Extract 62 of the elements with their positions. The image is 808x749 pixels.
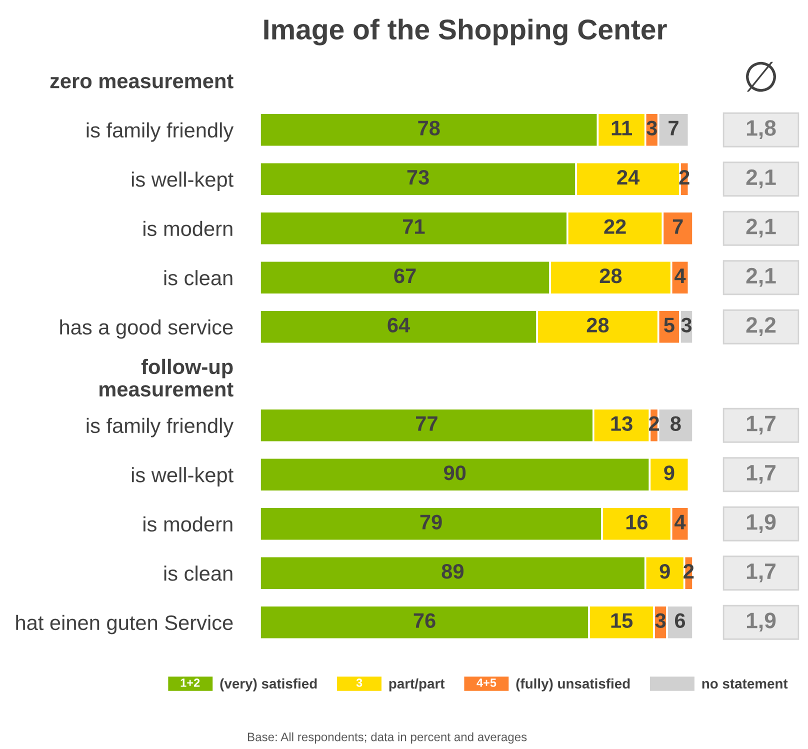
text: 4+5 bbox=[476, 678, 496, 687]
data-label: 9 bbox=[660, 564, 670, 579]
data-label: 9 bbox=[664, 465, 674, 480]
y-tick-label: is modern bbox=[144, 220, 232, 236]
text: ∅ bbox=[746, 62, 776, 92]
legend-label: no statement bbox=[702, 679, 788, 689]
y-tick-label: hat einen guten Service bbox=[16, 614, 233, 634]
text: 1,8 bbox=[746, 120, 776, 140]
data-label: 13 bbox=[611, 416, 632, 431]
text: 2,1 bbox=[746, 218, 776, 238]
data-label: 28 bbox=[600, 268, 622, 284]
legend-label: (fully) unsatisfied bbox=[516, 678, 630, 692]
data-label: 3 bbox=[646, 120, 657, 136]
y-tick-label: is modern bbox=[144, 516, 232, 532]
text: 1,7 bbox=[746, 416, 776, 435]
text: Base: All respondents; data in percent and averages bbox=[248, 732, 527, 744]
data-label: 6 bbox=[674, 613, 686, 628]
data-label: 15 bbox=[611, 613, 633, 628]
text: 1,7 bbox=[746, 564, 776, 582]
y-tick-label: is family friendly bbox=[86, 418, 234, 438]
legend-label: part/part bbox=[389, 678, 445, 692]
y-tick-label: is well-kept bbox=[132, 172, 234, 191]
text: 1,9 bbox=[746, 612, 776, 632]
text: 2,1 bbox=[746, 169, 776, 188]
y-tick-label: has a good service bbox=[60, 319, 233, 339]
data-label: 78 bbox=[418, 120, 440, 136]
text: 2,1 bbox=[746, 268, 776, 287]
data-label: 76 bbox=[414, 613, 436, 628]
chart-title: Image of the Shopping Center bbox=[264, 18, 667, 46]
y-tick-label: is clean bbox=[164, 566, 232, 581]
data-label: 90 bbox=[444, 465, 466, 480]
y-tick-label: zero measurement bbox=[50, 74, 234, 88]
data-label: 64 bbox=[388, 318, 410, 332]
data-label: 73 bbox=[407, 170, 429, 185]
legend-label: (very) satisfied bbox=[220, 678, 317, 692]
data-label: 89 bbox=[442, 564, 464, 579]
data-label: 7 bbox=[672, 219, 683, 234]
data-label: 24 bbox=[617, 170, 640, 185]
text: 2,2 bbox=[746, 317, 776, 336]
data-label: 71 bbox=[403, 219, 425, 234]
data-label: 79 bbox=[420, 514, 442, 530]
y-tick-label: is well-kept bbox=[132, 467, 234, 486]
data-label: 11 bbox=[612, 120, 632, 136]
text: 1,7 bbox=[746, 465, 776, 484]
data-label: 77 bbox=[416, 416, 438, 431]
text: 1,9 bbox=[746, 514, 776, 534]
data-label: 4 bbox=[674, 268, 686, 284]
data-label: 3 bbox=[655, 613, 666, 628]
data-label: 16 bbox=[626, 514, 648, 530]
data-label: 22 bbox=[604, 219, 626, 234]
data-label: 5 bbox=[664, 318, 674, 332]
data-label: 8 bbox=[670, 416, 681, 431]
data-label: 67 bbox=[394, 268, 416, 284]
text: 3 bbox=[356, 678, 362, 687]
y-tick-label: is clean bbox=[164, 270, 232, 286]
data-label: 3 bbox=[681, 318, 692, 332]
y-tick-label: is family friendly bbox=[86, 122, 234, 142]
data-label: 7 bbox=[668, 120, 678, 136]
data-label: 4 bbox=[674, 514, 686, 530]
text: 1+2 bbox=[180, 678, 200, 687]
data-label: 28 bbox=[586, 318, 609, 332]
y-tick-label: follow-up measurement bbox=[100, 358, 234, 397]
